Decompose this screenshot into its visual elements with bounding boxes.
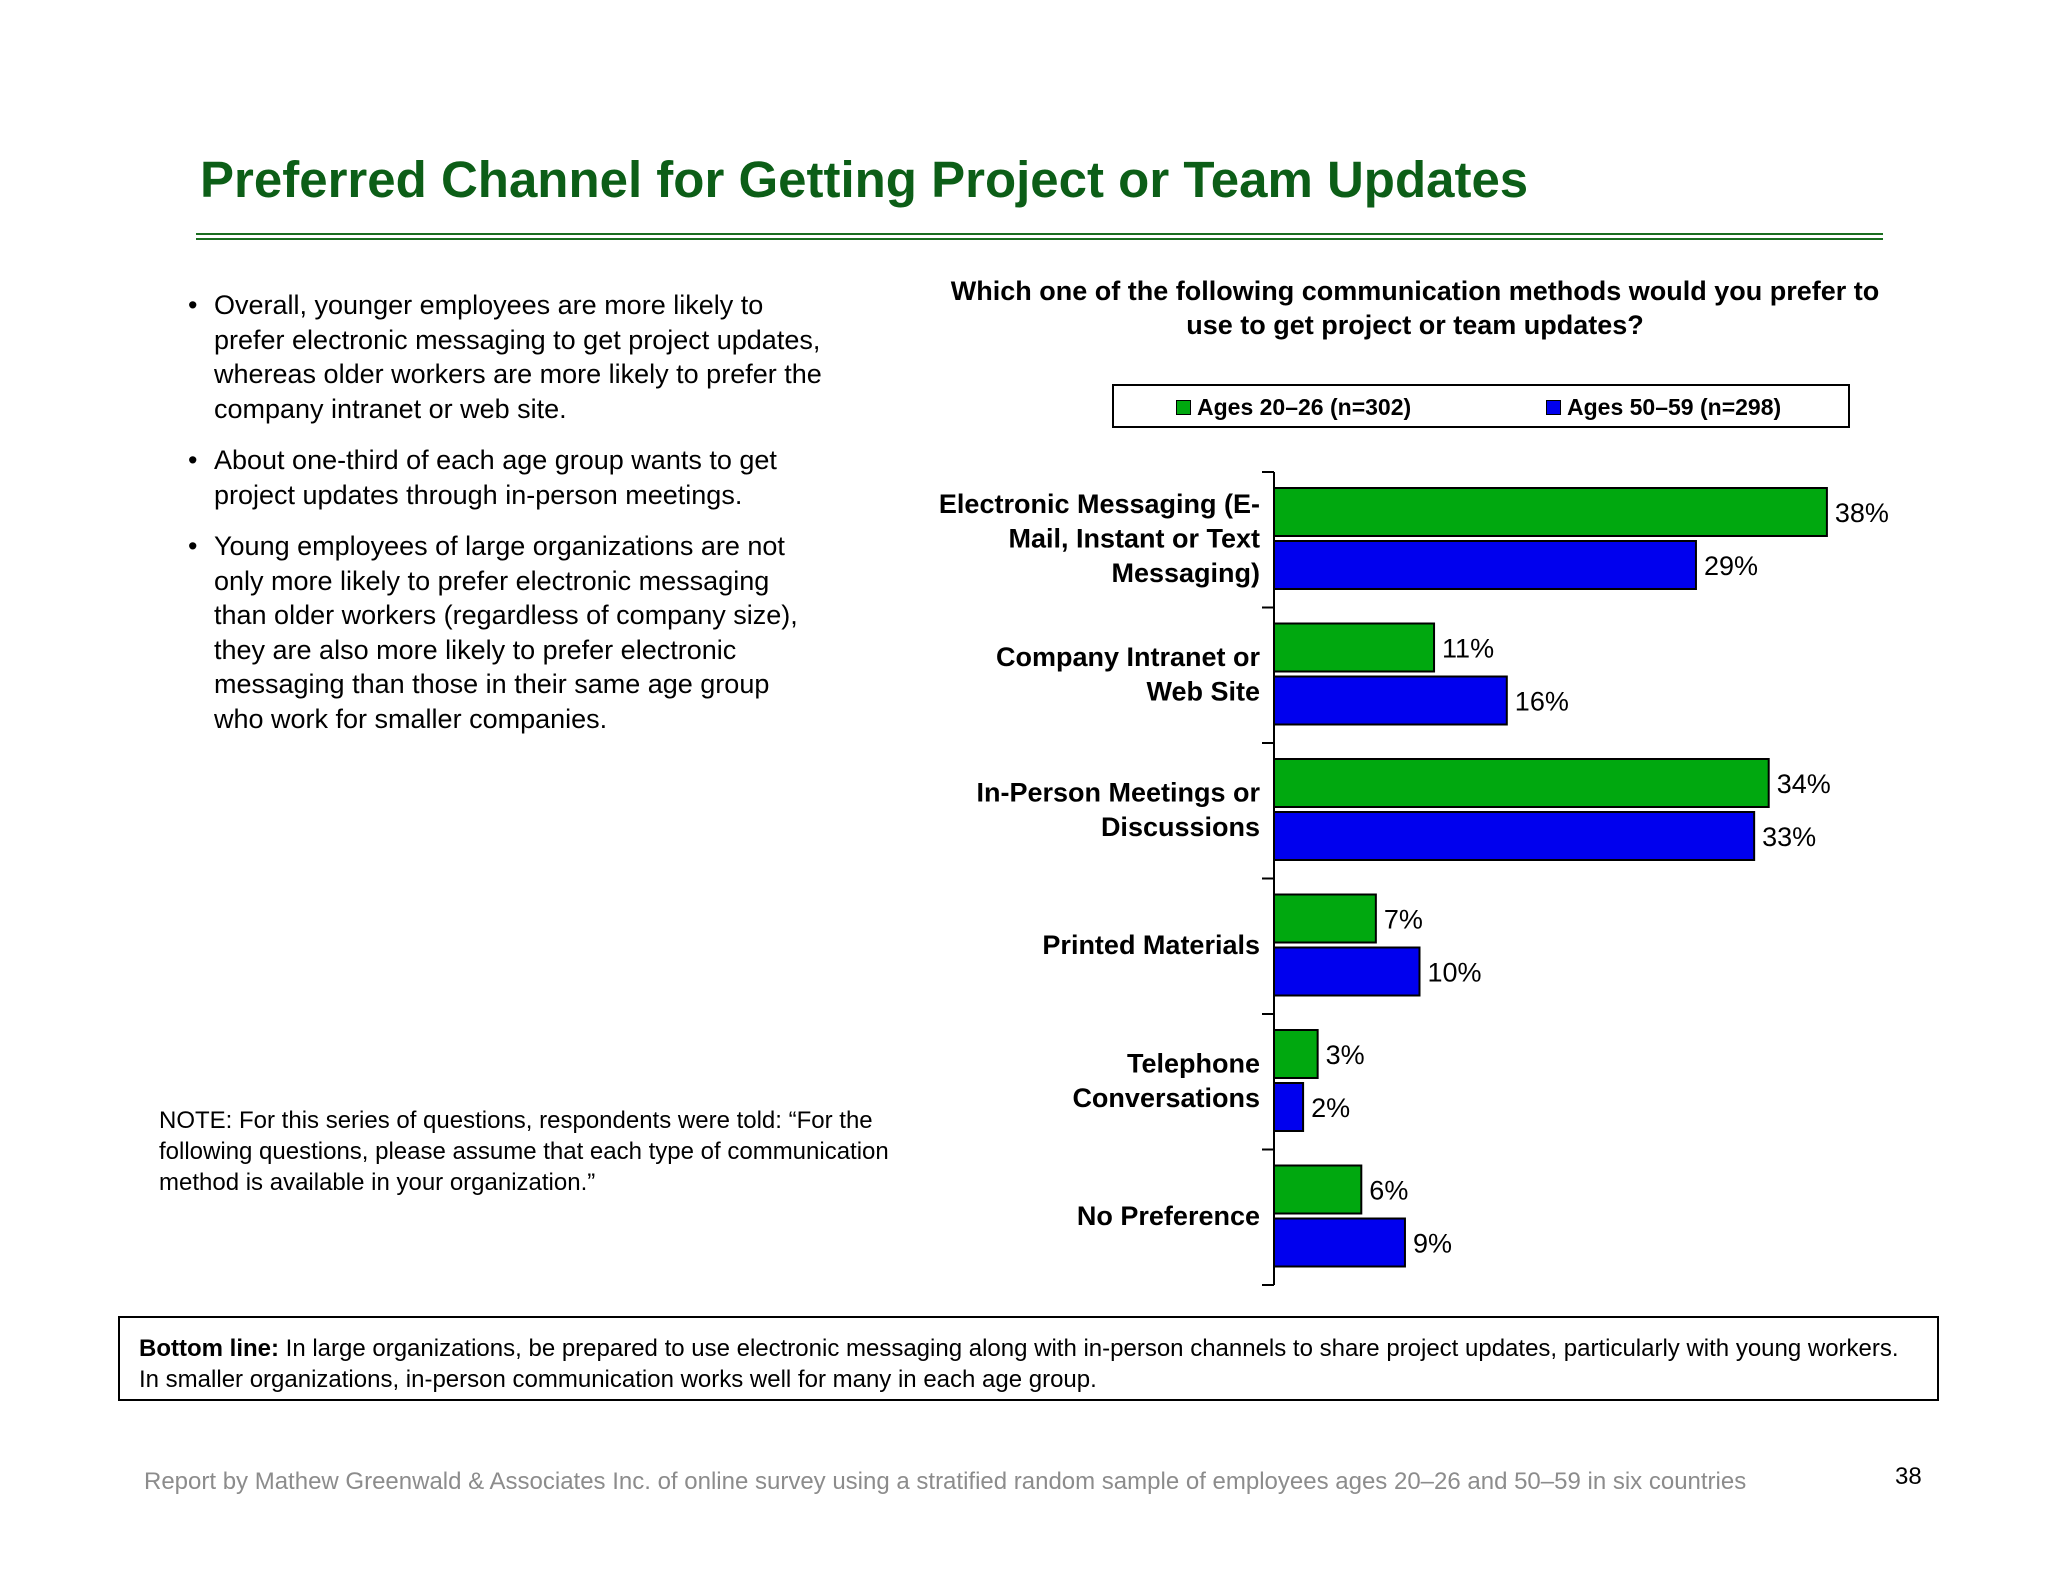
category-label: Mail, Instant or Text: [1008, 524, 1260, 554]
report-footer: Report by Mathew Greenwald & Associates …: [144, 1468, 1747, 1495]
data-label: 7%: [1384, 905, 1423, 935]
category-label: Printed Materials: [1042, 930, 1260, 960]
chart-legend: Ages 20–26 (n=302) Ages 50–59 (n=298): [1112, 384, 1850, 428]
data-label: 33%: [1762, 822, 1816, 852]
data-label: 11%: [1442, 634, 1494, 664]
chart-title: Which one of the following communication…: [950, 276, 1880, 340]
bullet-item: About one-third of each age group wants …: [186, 443, 826, 512]
data-label: 29%: [1704, 551, 1758, 581]
category-label: Conversations: [1072, 1083, 1260, 1113]
category-label: Electronic Messaging (E-: [939, 489, 1260, 519]
bar: [1273, 1217, 1406, 1268]
data-label: 10%: [1428, 958, 1482, 988]
bar: [1273, 622, 1436, 673]
data-label: 34%: [1777, 769, 1831, 799]
category-label: Company Intranet or: [996, 642, 1261, 672]
title-rule-bottom: [196, 238, 1883, 240]
category-label: Telephone: [1127, 1048, 1260, 1078]
bottom-line-box: Bottom line: In large organizations, be …: [118, 1316, 1939, 1401]
title-rule-top: [196, 233, 1883, 235]
data-label: 38%: [1835, 498, 1889, 528]
bar: [1273, 811, 1756, 861]
bar: [1273, 1029, 1319, 1079]
legend-item-young: Ages 20–26 (n=302): [1176, 394, 1411, 421]
bullet-list: Overall, younger employees are more like…: [186, 288, 826, 753]
bar: [1273, 540, 1697, 590]
bar: [1273, 893, 1377, 944]
legend-swatch-blue: [1546, 400, 1561, 415]
bar-chart: Electronic Messaging (E- Mail, Instant or…: [939, 471, 1889, 1286]
bar: [1273, 758, 1770, 808]
bar: [1273, 946, 1421, 997]
data-label: 3%: [1326, 1040, 1365, 1070]
bar: [1273, 1082, 1305, 1132]
bottom-line-label: Bottom line:: [139, 1335, 279, 1362]
category-label: In-Person Meetings or: [976, 777, 1260, 807]
category-label: Web Site: [1146, 676, 1260, 706]
data-label: 6%: [1369, 1176, 1408, 1206]
legend-swatch-green: [1176, 400, 1191, 415]
bar: [1273, 1164, 1363, 1215]
page-number: 38: [1895, 1463, 1922, 1490]
bullet-item: Overall, younger employees are more like…: [186, 288, 826, 426]
category-label: No Preference: [1077, 1201, 1260, 1231]
category-label: Discussions: [1101, 812, 1260, 842]
bar: [1273, 675, 1508, 726]
bar: [1273, 487, 1828, 537]
bullet-item: Young employees of large organizations a…: [186, 529, 826, 736]
data-label: 9%: [1413, 1229, 1452, 1259]
legend-label: Ages 20–26 (n=302): [1197, 394, 1412, 420]
legend-item-older: Ages 50–59 (n=298): [1546, 394, 1781, 421]
page-title: Preferred Channel for Getting Project or…: [200, 151, 1529, 208]
data-label: 16%: [1515, 687, 1569, 717]
data-label: 2%: [1311, 1093, 1350, 1123]
category-label: Messaging): [1111, 558, 1260, 588]
legend-label: Ages 50–59 (n=298): [1567, 394, 1782, 420]
bottom-line-text: In large organizations, be prepared to u…: [139, 1335, 1899, 1393]
survey-note: NOTE: For this series of questions, resp…: [159, 1107, 889, 1196]
